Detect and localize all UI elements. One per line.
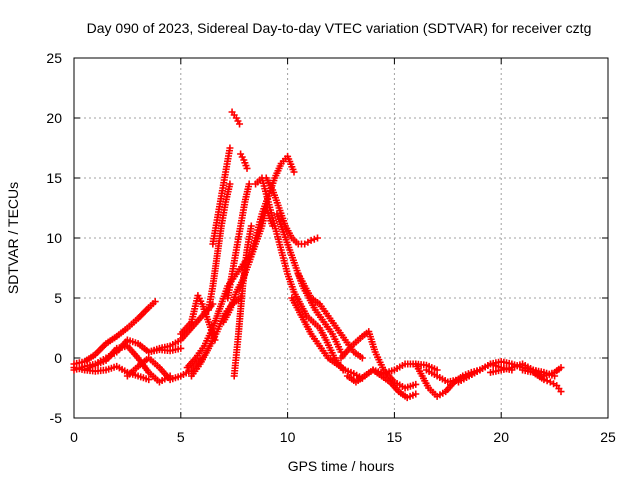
- y-tick-label: 25: [46, 50, 62, 66]
- data-point: [412, 390, 420, 398]
- series-sat-f: [145, 300, 217, 356]
- series-sat-d: [81, 362, 153, 384]
- series-sat-v: [294, 270, 366, 362]
- data-point: [557, 388, 565, 396]
- data-point: [245, 180, 253, 188]
- x-tick-label: 15: [387, 429, 403, 445]
- series-sat-j: [205, 180, 234, 314]
- series-sat-u: [288, 294, 366, 382]
- y-tick-label: 0: [54, 350, 62, 366]
- data-point: [310, 235, 318, 243]
- series-sat-y: [369, 360, 441, 378]
- data-point: [543, 377, 551, 385]
- series-sat-g: [177, 292, 219, 344]
- data-point: [540, 376, 548, 384]
- data-point: [433, 366, 441, 374]
- data-points: [70, 108, 565, 402]
- y-tick-label: 5: [54, 290, 62, 306]
- x-tick-label: 10: [280, 429, 296, 445]
- series-sat-n: [230, 222, 255, 380]
- x-axis-label: GPS time / hours: [288, 458, 395, 474]
- series-sat-a: [70, 298, 159, 368]
- data-point: [290, 168, 298, 176]
- series-sat-m: [224, 180, 253, 302]
- series-sat-ad: [519, 366, 565, 396]
- series-sat-o: [228, 108, 244, 128]
- x-tick-label: 25: [600, 429, 616, 445]
- data-point: [412, 380, 420, 388]
- series-sat-r: [252, 174, 347, 374]
- axis-ticks: [73, 57, 609, 419]
- data-point: [247, 222, 255, 230]
- x-tick-label: 5: [177, 429, 185, 445]
- data-point: [226, 180, 234, 188]
- y-axis-label: SDTVAR / TECUs: [5, 182, 21, 294]
- series-sat-k: [209, 144, 234, 248]
- y-tick-label: 15: [46, 170, 62, 186]
- data-point: [243, 164, 251, 172]
- x-tick-label: 0: [70, 429, 78, 445]
- y-tick-labels: -5 0 5 10 15 20 25: [46, 50, 62, 426]
- series-sat-s: [262, 174, 322, 248]
- data-point: [145, 376, 153, 384]
- y-tick-label: 20: [46, 110, 62, 126]
- y-tick-label: -5: [50, 410, 63, 426]
- series-sat-w: [337, 328, 420, 392]
- data-point: [226, 144, 234, 152]
- data-point: [236, 120, 244, 128]
- series-sat-p: [237, 150, 251, 172]
- data-point: [151, 298, 159, 306]
- x-tick-label: 20: [493, 429, 509, 445]
- data-point: [557, 364, 565, 372]
- data-point: [358, 354, 366, 362]
- y-tick-label: 10: [46, 230, 62, 246]
- data-point: [314, 234, 322, 242]
- x-tick-labels: 0 5 10 15 20 25: [70, 429, 616, 445]
- data-point: [177, 344, 185, 352]
- chart-title: Day 090 of 2023, Sidereal Day-to-day VTE…: [87, 20, 592, 36]
- data-point: [307, 236, 315, 244]
- series-sat-x: [343, 366, 420, 402]
